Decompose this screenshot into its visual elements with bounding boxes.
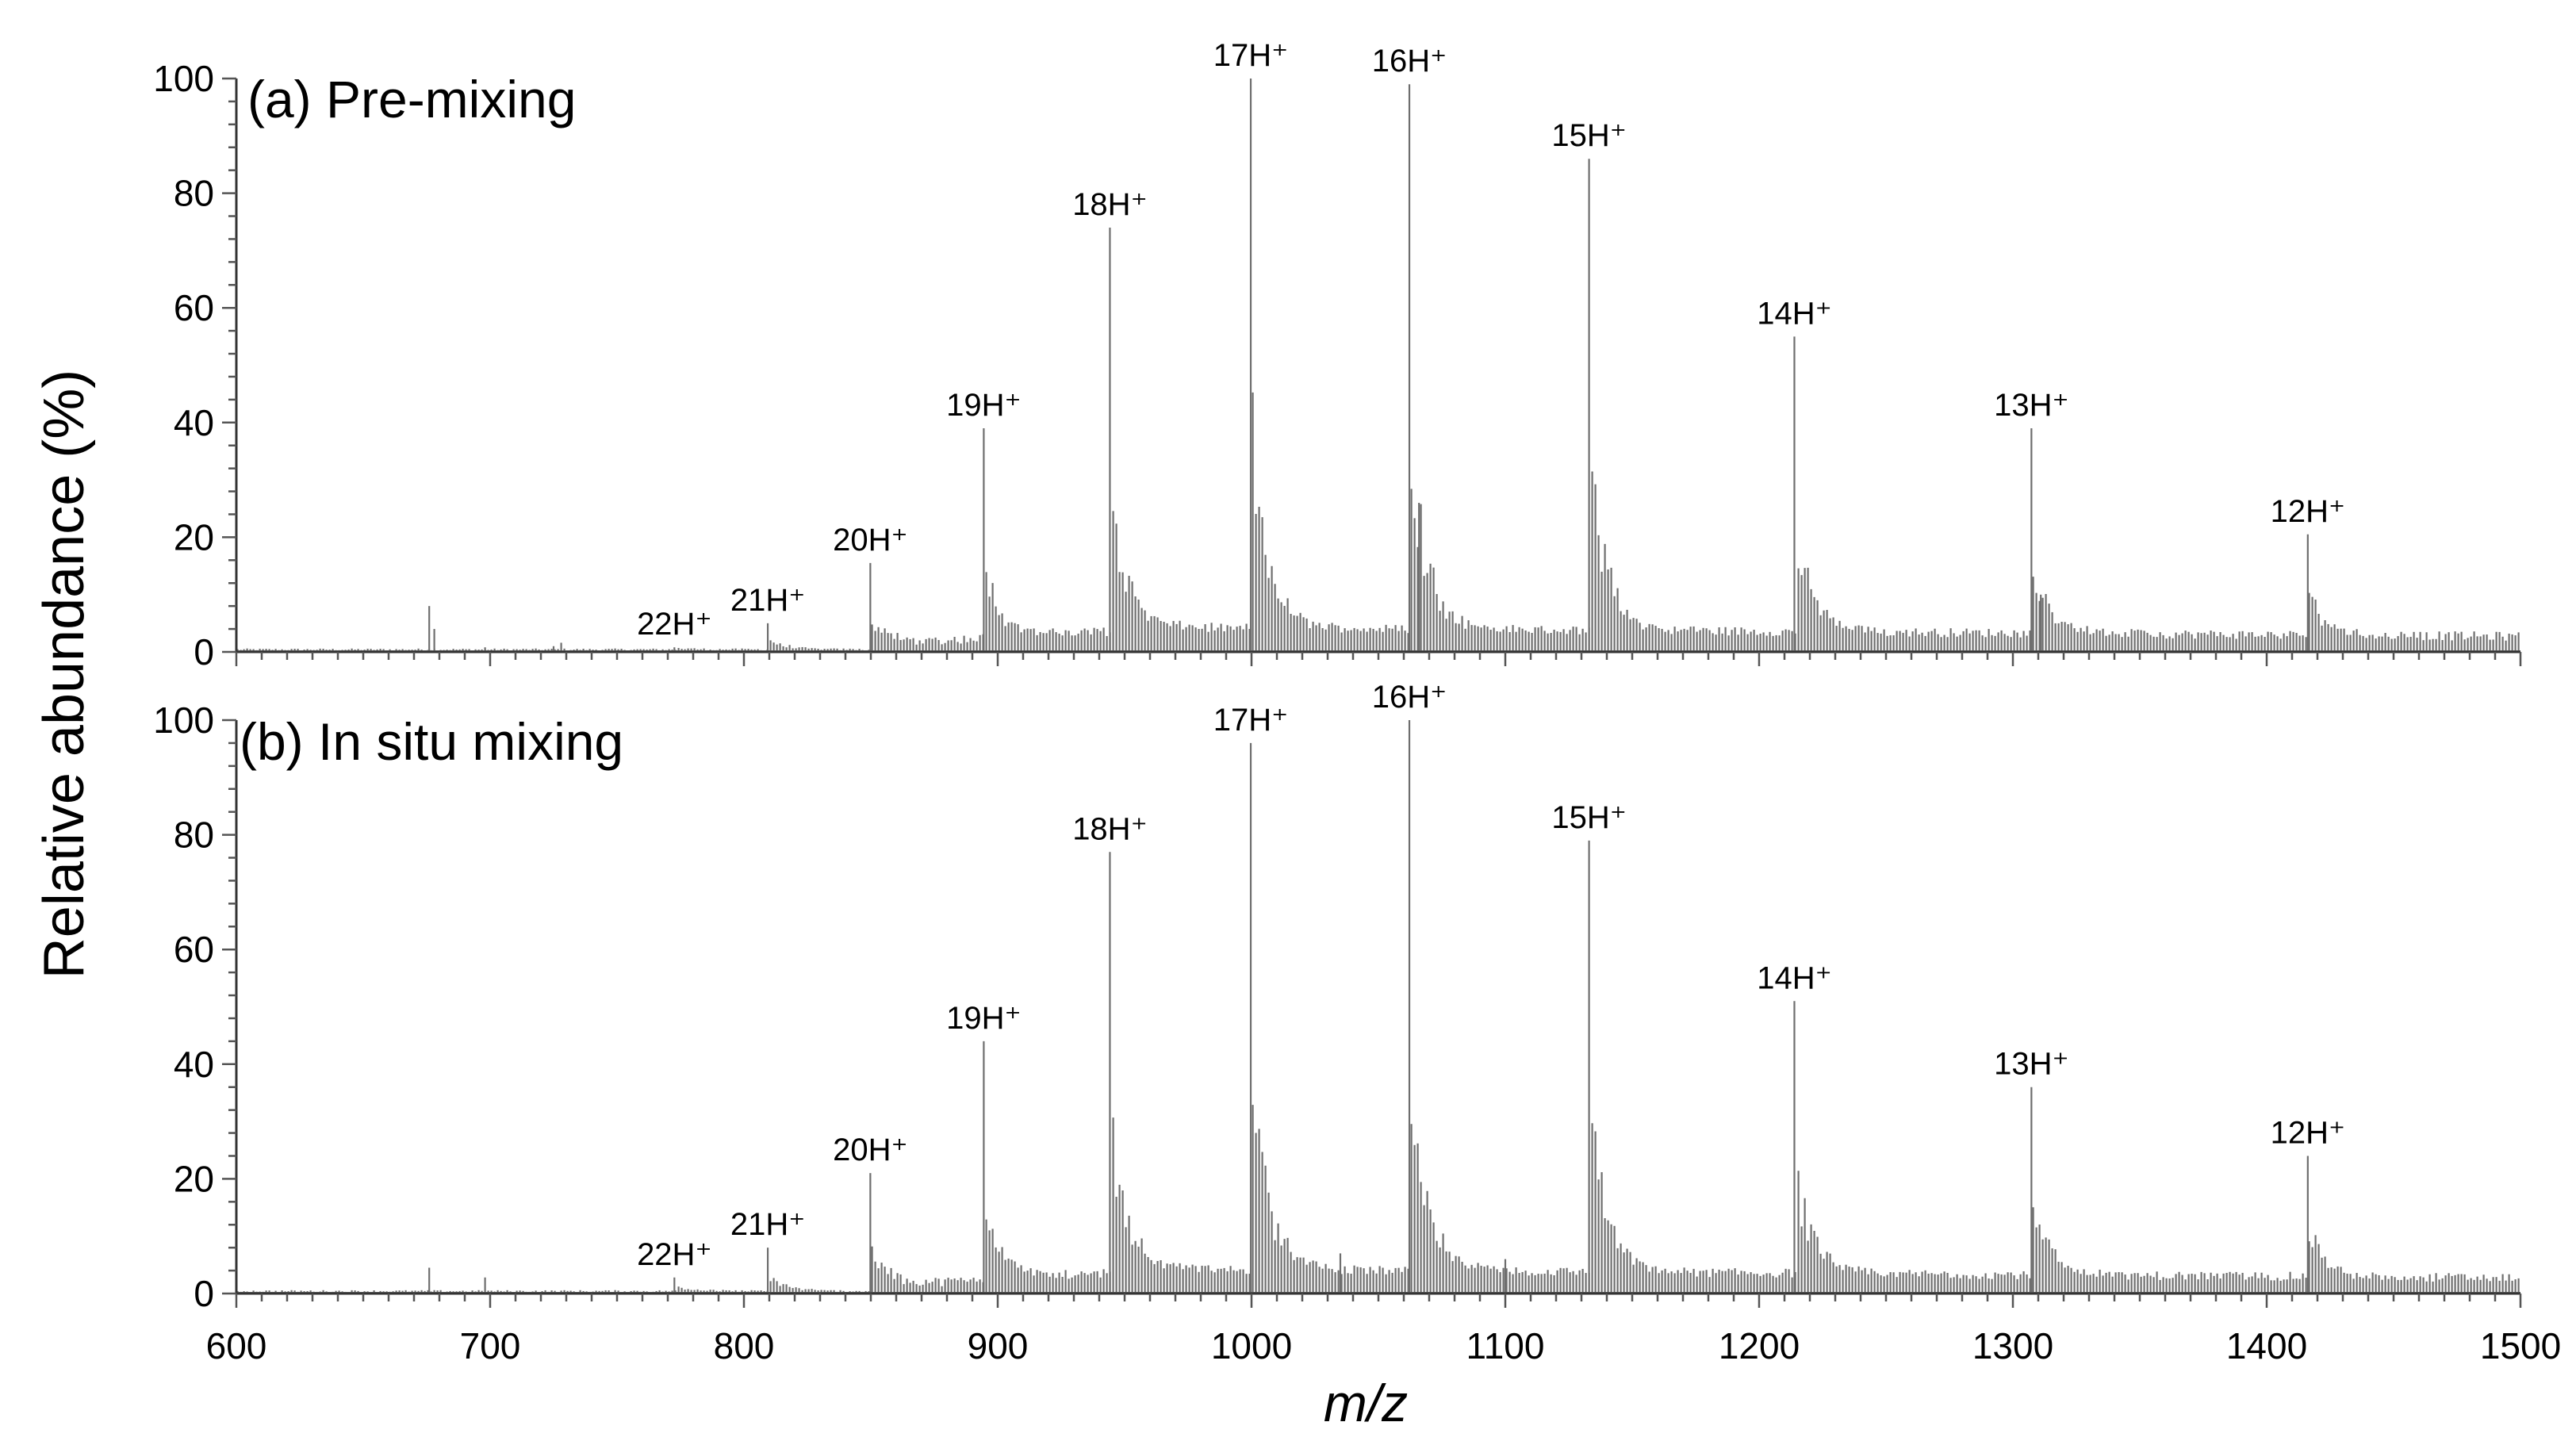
y-tick-label: 0 <box>194 1273 214 1314</box>
y-tick-label: 80 <box>174 173 214 214</box>
y-tick-label: 60 <box>174 287 214 328</box>
y-tick-label: 40 <box>174 402 214 443</box>
peak-label: 21H⁺ <box>730 1207 806 1242</box>
peak-label: 13H⁺ <box>1994 1047 2069 1082</box>
peak-label: 14H⁺ <box>1757 296 1832 331</box>
x-tick-label: 900 <box>968 1325 1029 1366</box>
peak-label: 22H⁺ <box>637 1237 712 1272</box>
peak-label: 15H⁺ <box>1551 118 1627 153</box>
x-tick-label: 1500 <box>2480 1325 2561 1366</box>
peak-label: 17H⁺ <box>1213 38 1289 73</box>
peak-label: 16H⁺ <box>1372 44 1447 79</box>
x-tick-label: 1100 <box>1466 1325 1545 1366</box>
x-tick-label: 1400 <box>2226 1325 2307 1366</box>
peak-label: 21H⁺ <box>730 583 806 618</box>
peak-label: 17H⁺ <box>1213 703 1289 738</box>
x-tick-label: 1200 <box>1719 1325 1800 1366</box>
peak-label: 18H⁺ <box>1072 187 1148 222</box>
x-axis-label: m/z <box>1324 1374 1408 1432</box>
peak-label: 15H⁺ <box>1551 800 1627 835</box>
y-tick-label: 20 <box>174 1158 214 1199</box>
peak-label: 12H⁺ <box>2271 494 2346 529</box>
y-tick-label: 20 <box>174 516 214 558</box>
peak-label: 13H⁺ <box>1994 388 2069 423</box>
y-axis-label: Relative abundance (%) <box>33 370 96 979</box>
x-tick-label: 1300 <box>1972 1325 2053 1366</box>
peak-label: 19H⁺ <box>946 1001 1022 1036</box>
peak-label: 14H⁺ <box>1757 960 1832 995</box>
peak-label: 12H⁺ <box>2271 1115 2346 1150</box>
spectrum-sticks <box>236 79 2520 652</box>
x-tick-label: 1000 <box>1211 1325 1292 1366</box>
x-tick-label: 700 <box>460 1325 521 1366</box>
panel-pre-mixing: (a) Pre-mixing 22H⁺ 21H⁺ 20H⁺ 19H⁺ 18H⁺ 17H⁺ 1… <box>153 38 2522 673</box>
x-tick-label: 600 <box>206 1325 267 1366</box>
panel-title: (b) In situ mixing <box>240 712 623 771</box>
peak-label: 22H⁺ <box>637 607 712 642</box>
y-tick-label: 60 <box>174 929 214 970</box>
peak-label: 20H⁺ <box>833 1133 908 1167</box>
peak-label: 16H⁺ <box>1372 680 1447 715</box>
y-tick-label: 80 <box>174 814 214 856</box>
y-tick-label: 100 <box>153 58 214 99</box>
spectrum-sticks <box>236 720 2520 1294</box>
panel-in-situ-mixing: (b) In situ mixing 22H⁺ 21H⁺ 20H⁺ 19H⁺ 18H⁺ 1… <box>153 680 2561 1366</box>
peak-label: 20H⁺ <box>833 523 908 558</box>
y-tick-label: 40 <box>174 1044 214 1085</box>
y-tick-label: 100 <box>153 700 214 741</box>
y-tick-label: 0 <box>194 631 214 673</box>
x-tick-label: 800 <box>714 1325 775 1366</box>
peak-label: 18H⁺ <box>1072 811 1148 846</box>
peak-label: 19H⁺ <box>946 388 1022 423</box>
panel-title: (a) Pre-mixing <box>247 70 576 128</box>
